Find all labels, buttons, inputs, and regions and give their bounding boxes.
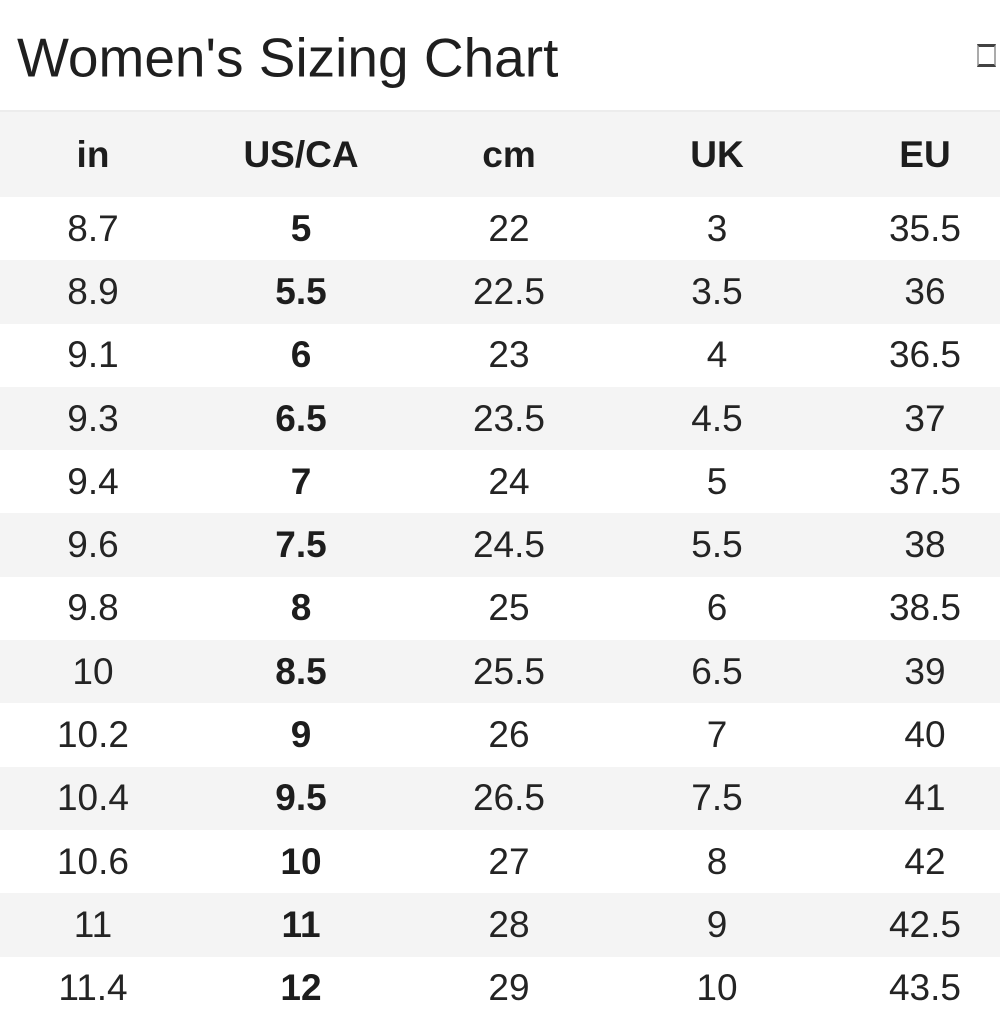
cell-in: 10 [72,650,114,692]
cell-eu: 40 [904,714,946,756]
table-body: 8.7 5 22 3 35.5 8.9 5.5 22.5 3.5 36 9.1 6 23 4 36.5 9.3… [0,197,1000,1020]
cell-eu: 38.5 [888,587,961,629]
cell-us-ca: 11 [281,903,321,945]
cell-uk: 6 [706,587,728,629]
table-row: 11 11 28 9 42.5 [0,893,1000,957]
cell-us-ca: 5 [290,207,312,249]
cell-cm: 23.5 [472,397,545,439]
cell-uk: 3.5 [691,270,743,312]
table-row: 10 8.5 25.5 6.5 39 [0,640,1000,704]
cell-eu: 42 [904,840,946,882]
cell-eu: 39 [904,650,946,692]
cell-cm: 24.5 [472,524,545,566]
table-row: 10.2 9 26 7 40 [0,703,1000,766]
column-header-in: in [0,110,197,197]
table-row: 9.4 7 24 5 37.5 [0,450,1000,513]
table-row: 9.6 7.5 24.5 5.5 38 [0,513,1000,577]
cell-cm: 28 [488,903,530,945]
cell-in: 10.4 [56,777,129,819]
column-header-uk: UK [613,110,821,197]
table-row: 8.7 5 22 3 35.5 [0,197,1000,260]
column-header-cm: cm [405,110,613,197]
cell-eu: 35.5 [888,207,961,249]
table-row: 9.1 6 23 4 36.5 [0,324,1000,387]
cell-cm: 26 [488,714,530,756]
table-row: 10.6 10 27 8 42 [0,830,1000,893]
cell-us-ca: 12 [280,967,322,1009]
cell-cm: 22.5 [472,270,545,312]
cell-eu: 37.5 [888,460,961,502]
cell-cm: 29 [488,967,530,1009]
table-row: 9.8 8 25 6 38.5 [0,577,1000,640]
table-row: 11.4 12 29 10 43.5 [0,957,1000,1020]
cell-eu: 36.5 [888,334,961,376]
cell-in: 9.8 [67,587,119,629]
cell-eu: 38 [904,524,946,566]
cell-us-ca: 7 [290,460,312,502]
cell-in: 9.3 [67,397,119,439]
cell-us-ca: 8 [290,587,312,629]
cell-in: 11 [73,903,113,945]
cell-uk: 6.5 [691,650,743,692]
column-header-eu: EU [821,110,1000,197]
cell-uk: 5 [706,460,728,502]
table-row: 10.4 9.5 26.5 7.5 41 [0,766,1000,830]
cell-cm: 24 [488,460,530,502]
cell-us-ca: 9.5 [275,777,327,819]
cell-uk: 8 [706,840,728,882]
cell-cm: 27 [488,840,530,882]
title-bar: Women's Sizing Chart [0,0,1000,110]
cell-in: 10.2 [56,714,129,756]
cell-uk: 5.5 [691,524,743,566]
cell-cm: 22 [488,207,530,249]
cell-in: 9.1 [67,334,119,376]
sizing-table: in US/CA cm UK EU 8.7 5 22 3 35.5 8.9 5.5 22.5 3.5 36… [0,110,1000,1020]
cell-eu: 37 [904,397,946,439]
cell-us-ca: 8.5 [275,650,327,692]
cell-in: 8.7 [67,207,119,249]
cell-us-ca: 6.5 [275,397,327,439]
cell-cm: 23 [488,334,530,376]
cell-in: 11.4 [58,967,128,1009]
cell-uk: 7.5 [691,777,743,819]
cell-cm: 25.5 [472,650,545,692]
cell-us-ca: 5.5 [275,270,327,312]
cell-eu: 41 [904,777,946,819]
cell-in: 8.9 [67,270,119,312]
cell-us-ca: 10 [280,840,322,882]
cell-uk: 9 [706,903,728,945]
cell-in: 9.6 [67,524,119,566]
cell-uk: 3 [706,207,728,249]
table-row: 9.3 6.5 23.5 4.5 37 [0,386,1000,451]
cell-uk: 4.5 [691,397,743,439]
cell-uk: 7 [706,714,728,756]
cell-eu: 36 [904,270,946,312]
cell-in: 9.4 [67,460,119,502]
cell-eu: 42.5 [888,903,961,945]
table-row: 8.9 5.5 22.5 3.5 36 [0,260,1000,324]
cell-us-ca: 7.5 [275,524,327,566]
table-header: in US/CA cm UK EU [0,110,1000,197]
column-header-us-ca: US/CA [197,110,405,197]
header-row: in US/CA cm UK EU [0,110,1000,197]
page-title: Women's Sizing Chart [17,26,559,89]
cell-eu: 43.5 [888,967,961,1009]
cell-cm: 25 [488,587,530,629]
cell-us-ca: 6 [290,334,312,376]
cell-cm: 26.5 [472,777,545,819]
cell-us-ca: 9 [290,714,312,756]
cell-uk: 4 [706,334,728,376]
cell-uk: 10 [696,967,738,1009]
cell-in: 10.6 [56,840,129,882]
missing-glyph-icon[interactable] [977,44,996,67]
